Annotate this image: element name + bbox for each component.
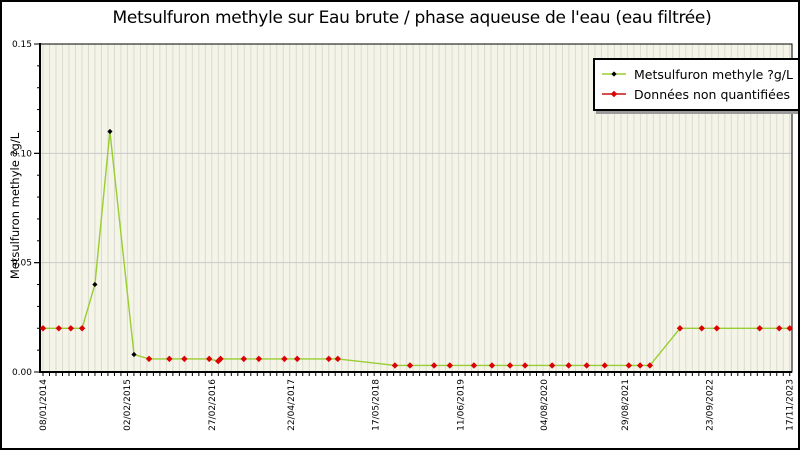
svg-text:08/01/2014: 08/01/2014 <box>39 379 49 431</box>
svg-text:0.05: 0.05 <box>12 259 32 269</box>
svg-text:0.15: 0.15 <box>12 40 32 50</box>
svg-text:29/08/2021: 29/08/2021 <box>621 379 631 431</box>
quantified-series-marker-icon <box>602 71 626 77</box>
legend-label-quantified: Metsulfuron methyle ?g/L <box>634 66 793 82</box>
svg-text:0.10: 0.10 <box>12 149 32 159</box>
svg-text:17/05/2018: 17/05/2018 <box>371 379 381 431</box>
legend-item-quantified: Metsulfuron methyle ?g/L <box>601 64 793 84</box>
legend-label-nonquantified: Données non quantifiées <box>634 86 791 102</box>
legend-item-nonquantified: Données non quantifiées <box>601 84 793 104</box>
svg-text:11/06/2019: 11/06/2019 <box>456 379 466 431</box>
legend: Metsulfuron methyle ?g/L Données non qua… <box>593 58 798 111</box>
svg-text:17/11/2023: 17/11/2023 <box>786 379 796 431</box>
svg-text:22/04/2017: 22/04/2017 <box>287 379 297 431</box>
svg-text:04/08/2020: 04/08/2020 <box>540 379 550 431</box>
chart-title: Metsulfuron methyle sur Eau brute / phas… <box>112 8 712 28</box>
svg-text:02/02/2015: 02/02/2015 <box>123 379 133 431</box>
svg-text:0.00: 0.00 <box>12 368 32 378</box>
svg-text:27/02/2016: 27/02/2016 <box>208 379 218 431</box>
nonquantified-series-marker-icon <box>602 90 626 98</box>
svg-text:23/09/2022: 23/09/2022 <box>705 379 715 431</box>
